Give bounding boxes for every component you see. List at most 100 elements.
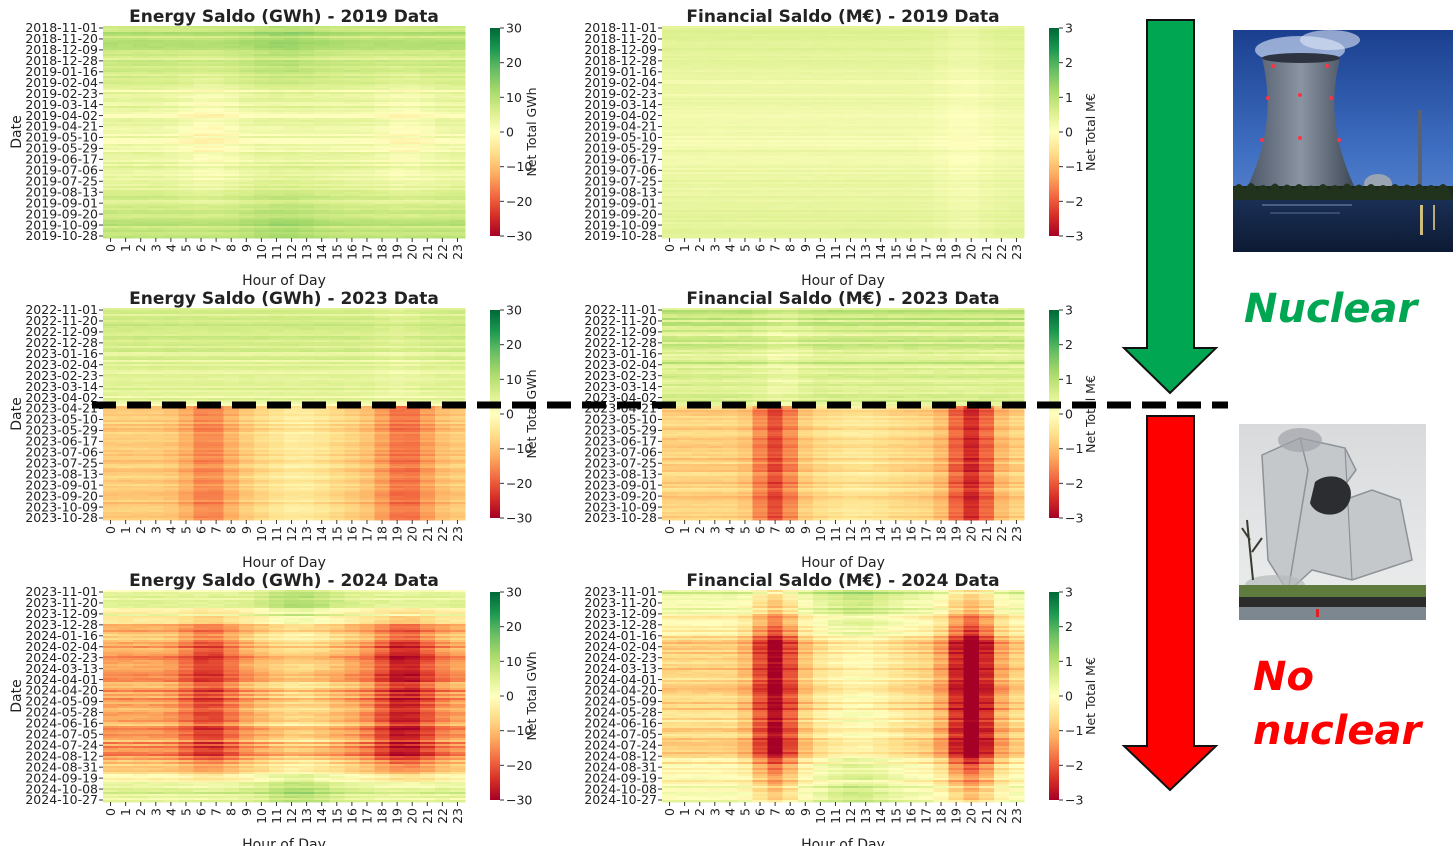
- heatmap-cell: [903, 130, 919, 133]
- heatmap-cell: [692, 170, 708, 173]
- heatmap-cell: [918, 28, 934, 31]
- heatmap-cell: [707, 76, 723, 79]
- heatmap-cell: [314, 66, 330, 69]
- heatmap-cell: [873, 168, 889, 171]
- heatmap-cell: [888, 126, 904, 129]
- heatmap-cell: [662, 188, 678, 191]
- heatmap-cell: [918, 104, 934, 107]
- heatmap-cell: [449, 230, 466, 233]
- heatmap-cell: [873, 114, 889, 117]
- heatmap-cell: [873, 146, 889, 149]
- heatmap-cell: [208, 72, 225, 75]
- heatmap-cell: [389, 104, 406, 107]
- heatmap-cell: [948, 202, 965, 205]
- heatmap-cell: [797, 26, 814, 29]
- heatmap-cell: [178, 188, 194, 191]
- heatmap-cell: [163, 40, 179, 43]
- heatmap-cell: [707, 218, 723, 221]
- heatmap-cell: [223, 218, 240, 221]
- heatmap-cell: [827, 192, 844, 195]
- heatmap-cell: [148, 110, 164, 113]
- heatmap-cell: [344, 220, 360, 223]
- heatmap-cell: [133, 200, 149, 203]
- heatmap-cell: [752, 206, 769, 209]
- heatmap-cell: [118, 214, 134, 217]
- heatmap-cell: [133, 52, 149, 55]
- heatmap-cell: [1008, 202, 1025, 205]
- heatmap-cell: [662, 58, 678, 61]
- heatmap-cell: [223, 100, 240, 103]
- heatmap-cell: [253, 168, 270, 171]
- heatmap-cell: [903, 50, 919, 53]
- heatmap-cell: [737, 178, 753, 181]
- heatmap-cell: [359, 186, 375, 189]
- heatmap-cell: [133, 90, 149, 93]
- heatmap-cell: [752, 114, 769, 117]
- heatmap-cell: [434, 148, 451, 151]
- heatmap-cell: [767, 156, 784, 159]
- heatmap-cell: [268, 134, 285, 137]
- heatmap-cell: [103, 38, 119, 41]
- heatmap-cell: [767, 140, 784, 143]
- heatmap-cell: [404, 62, 421, 65]
- heatmap-cell: [1008, 60, 1025, 63]
- heatmap-cell: [752, 170, 769, 173]
- heatmap-cell: [314, 204, 330, 207]
- heatmap-cell: [284, 48, 300, 51]
- heatmap-cell: [359, 62, 375, 65]
- heatmap-cell: [782, 142, 799, 145]
- heatmap-cell: [118, 118, 134, 121]
- heatmap-cell: [933, 58, 950, 61]
- heatmap-cell: [148, 84, 164, 87]
- heatmap-cell: [1008, 58, 1025, 61]
- heatmap-cell: [359, 120, 375, 123]
- heatmap-cell: [677, 148, 693, 151]
- heatmap-cell: [268, 82, 285, 85]
- heatmap-cell: [873, 104, 889, 107]
- heatmap-cell: [299, 160, 315, 163]
- heatmap-cell: [238, 102, 255, 105]
- heatmap-cell: [858, 52, 874, 55]
- heatmap-cell: [662, 136, 678, 139]
- heatmap-cell: [888, 208, 904, 211]
- heatmap-cell: [434, 156, 451, 159]
- heatmap-cell: [223, 130, 240, 133]
- heatmap-cell: [692, 42, 708, 45]
- heatmap-cell: [374, 204, 391, 207]
- heatmap-cell: [963, 184, 980, 187]
- heatmap-cell: [812, 84, 829, 87]
- heatmap-cell: [858, 88, 874, 91]
- heatmap-cell: [163, 98, 179, 101]
- heatmap-cell: [148, 156, 164, 159]
- heatmap-cell: [993, 210, 1010, 213]
- heatmap-cell: [434, 34, 451, 37]
- heatmap-cell: [963, 198, 980, 201]
- heatmap-cell: [163, 114, 179, 117]
- heatmap-cell: [993, 196, 1010, 199]
- heatmap-cell: [707, 28, 723, 31]
- heatmap-cell: [299, 78, 315, 81]
- x-tick-label: 18: [375, 244, 390, 260]
- heatmap-cell: [374, 216, 391, 219]
- heatmap-cell: [963, 30, 980, 33]
- heatmap-cell: [843, 166, 859, 169]
- heatmap-cell: [692, 48, 708, 51]
- heatmap-cell: [118, 228, 134, 231]
- heatmap-cell: [722, 102, 738, 105]
- heatmap-cell: [888, 138, 904, 141]
- heatmap-cell: [148, 186, 164, 189]
- heatmap-cell: [404, 174, 421, 177]
- heatmap-cell: [434, 190, 451, 193]
- heatmap-cell: [1008, 206, 1025, 209]
- heatmap-cell: [299, 44, 315, 47]
- heatmap-cell: [253, 34, 270, 37]
- heatmap-cell: [434, 78, 451, 81]
- heatmap-cell: [737, 72, 753, 75]
- heatmap-cell: [767, 66, 784, 69]
- heatmap-cell: [389, 162, 406, 165]
- heatmap-cell: [888, 62, 904, 65]
- heatmap-cell: [193, 212, 210, 215]
- x-tick-label: 4: [163, 244, 178, 252]
- heatmap-cell: [419, 208, 436, 211]
- heatmap-cell: [978, 180, 995, 183]
